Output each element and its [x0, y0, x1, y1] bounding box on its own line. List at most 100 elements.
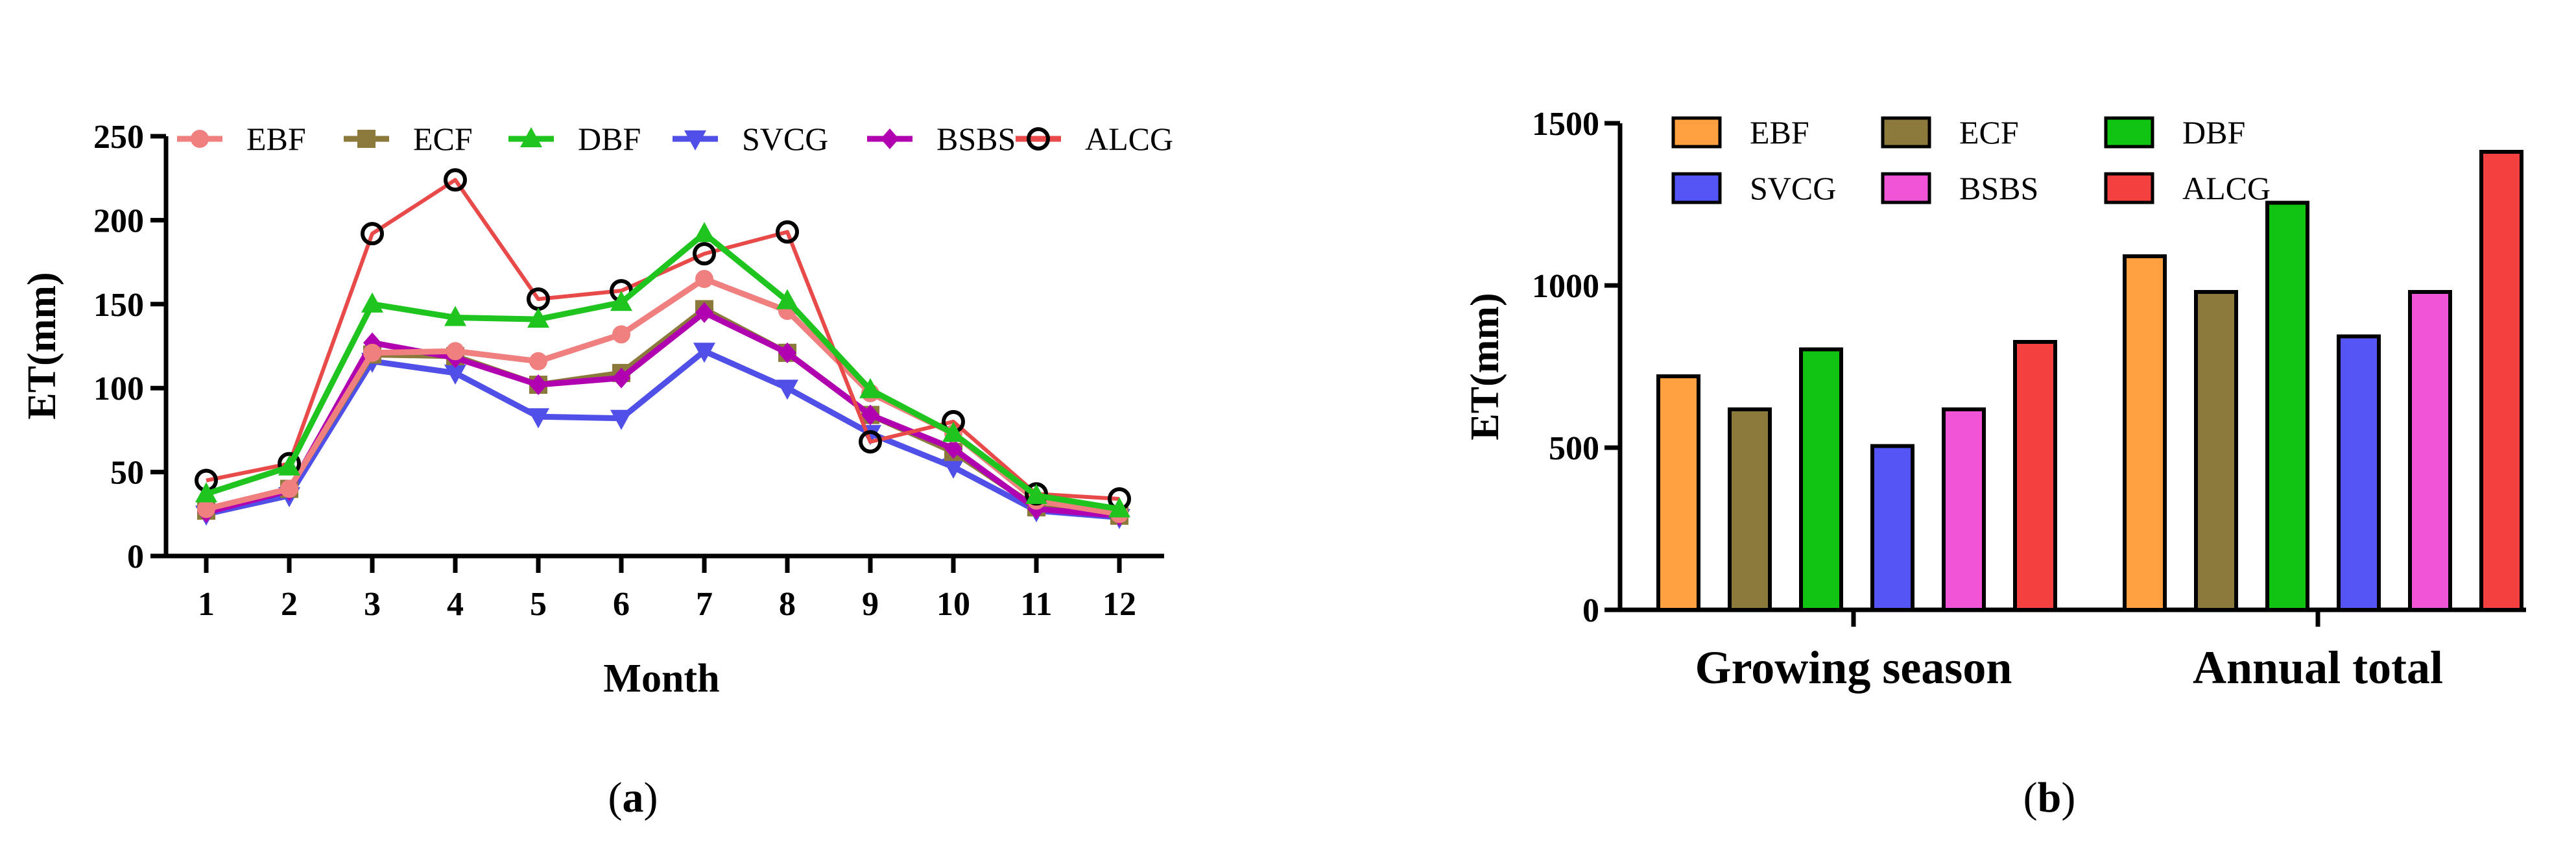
panel-a-label: (a) — [608, 774, 658, 821]
a-legend-item-bsbs: BSBS — [867, 121, 1016, 157]
a-x-tick-label: 8 — [779, 586, 796, 623]
a-legend-label: DBF — [578, 121, 641, 157]
b-bar-alcg — [2479, 150, 2523, 612]
b-legend-item-ebf: EBF — [1671, 114, 1809, 151]
a-point-dbf — [693, 222, 715, 243]
a-legend-item-dbf: DBF — [508, 121, 641, 157]
a-point-svcg — [444, 364, 466, 385]
a-legend-label: ALCG — [1085, 121, 1173, 157]
a-point-ebf — [363, 343, 381, 362]
a-series-line-svcg — [206, 348, 1120, 520]
a-point-dbf — [1025, 483, 1047, 504]
a-y-tick-label: 250 — [93, 119, 144, 156]
b-legend-swatch — [1671, 172, 1722, 204]
b-legend-label: BSBS — [1959, 170, 2038, 206]
b-y-tick-label: 500 — [1549, 430, 1599, 467]
a-point-dbf — [195, 482, 217, 503]
a-x-tick-label: 12 — [1103, 586, 1136, 623]
a-point-svcg — [527, 408, 549, 429]
b-category-label: Annual total — [2193, 642, 2443, 694]
a-y-tick-label: 50 — [110, 455, 144, 492]
a-point-bsbs — [861, 404, 879, 426]
b-bar-ebf — [2123, 254, 2167, 612]
b-legend-swatch — [2104, 116, 2154, 149]
b-legend-item-dbf: DBF — [2104, 114, 2245, 151]
a-legend-marker-ecf — [357, 130, 376, 148]
b-legend-label: DBF — [2182, 114, 2245, 151]
a-point-dbf — [610, 291, 632, 311]
a-legend-label: EBF — [246, 121, 306, 157]
a-legend-marker-bsbs — [881, 128, 899, 149]
b-bar-ecf — [1728, 407, 1772, 612]
a-point-dbf — [859, 378, 881, 398]
a-x-tick-label: 10 — [936, 586, 970, 623]
a-point-dbf — [278, 455, 300, 476]
b-bar-svcg — [2337, 334, 2381, 612]
a-point-dbf — [527, 308, 549, 328]
b-legend-swatch — [1671, 116, 1722, 149]
a-x-tick-label: 4 — [447, 586, 464, 623]
a-point-ebf — [612, 325, 630, 344]
a-point-alcg — [859, 430, 882, 454]
a-point-bsbs — [529, 374, 547, 396]
b-y-axis-title: ET(mm) — [1463, 293, 1507, 440]
b-y-tick-label: 1000 — [1532, 268, 1599, 305]
a-series-line-alcg — [206, 178, 1120, 502]
a-point-bsbs — [612, 367, 630, 389]
a-point-svcg — [610, 409, 632, 430]
b-legend-label: ECF — [1959, 114, 2019, 151]
a-x-tick-label: 7 — [696, 586, 713, 623]
a-x-tick-label: 9 — [862, 586, 879, 623]
a-legend-label: SVCG — [742, 121, 828, 157]
a-point-alcg — [693, 242, 716, 266]
panel-b-label: (b) — [2023, 774, 2076, 821]
b-legend-swatch — [2104, 172, 2154, 204]
a-point-bsbs — [695, 302, 713, 323]
a-series-dbf — [195, 222, 1130, 518]
a-legend-item-ebf: EBF — [177, 121, 306, 157]
a-legend-marker-ebf — [191, 130, 209, 148]
a-x-axis-title: Month — [603, 657, 719, 701]
b-legend-swatch — [1881, 172, 1931, 204]
a-legend-label: BSBS — [936, 121, 1016, 157]
a-legend-item-ecf: ECF — [344, 121, 473, 157]
b-legend-item-alcg: ALCG — [2104, 170, 2271, 206]
b-bar-bsbs — [2408, 290, 2452, 612]
a-point-dbf — [942, 422, 964, 442]
a-legend-item-alcg: ALCG — [1016, 121, 1173, 157]
a-point-svcg — [942, 458, 964, 479]
a-point-dbf — [361, 292, 383, 313]
b-legend-label: SVCG — [1750, 170, 1836, 206]
b-bar-svcg — [1870, 444, 1914, 612]
a-legend: EBF ECF DBF SVCG BSBS ALCG — [177, 121, 1173, 157]
a-y-tick-label: 0 — [127, 538, 144, 575]
a-point-svcg — [693, 343, 715, 363]
a-y-tick-label: 200 — [93, 202, 144, 239]
a-x-tick-label: 3 — [364, 586, 381, 623]
b-legend-item-ecf: ECF — [1881, 114, 2019, 151]
a-y-axis-title: ET(mm) — [20, 272, 64, 419]
a-point-alcg — [444, 168, 467, 192]
b-legend-label: ALCG — [2182, 170, 2271, 206]
a-x-tick-label: 2 — [281, 586, 298, 623]
a-point-svcg — [776, 380, 798, 400]
b-bar-dbf — [1799, 347, 1843, 612]
b-legend-swatch — [1881, 116, 1931, 149]
a-point-dbf — [444, 306, 466, 326]
a-legend-marker-alcg — [1027, 127, 1050, 151]
b-legend-item-svcg: SVCG — [1671, 170, 1836, 206]
a-point-bsbs — [778, 342, 796, 363]
b-y-tick-label: 1500 — [1532, 106, 1599, 143]
b-legend-item-bsbs: BSBS — [1881, 170, 2038, 206]
a-series-line-dbf — [205, 230, 1120, 512]
a-legend-item-svcg: SVCG — [673, 121, 828, 157]
a-point-dbf — [1108, 497, 1130, 518]
b-bar-ebf — [1656, 374, 1700, 612]
a-x-tick-label: 11 — [1020, 586, 1052, 623]
a-legend-marker-svcg — [684, 130, 706, 151]
a-point-ebf — [197, 500, 215, 518]
a-x-tick-label: 6 — [613, 586, 630, 623]
